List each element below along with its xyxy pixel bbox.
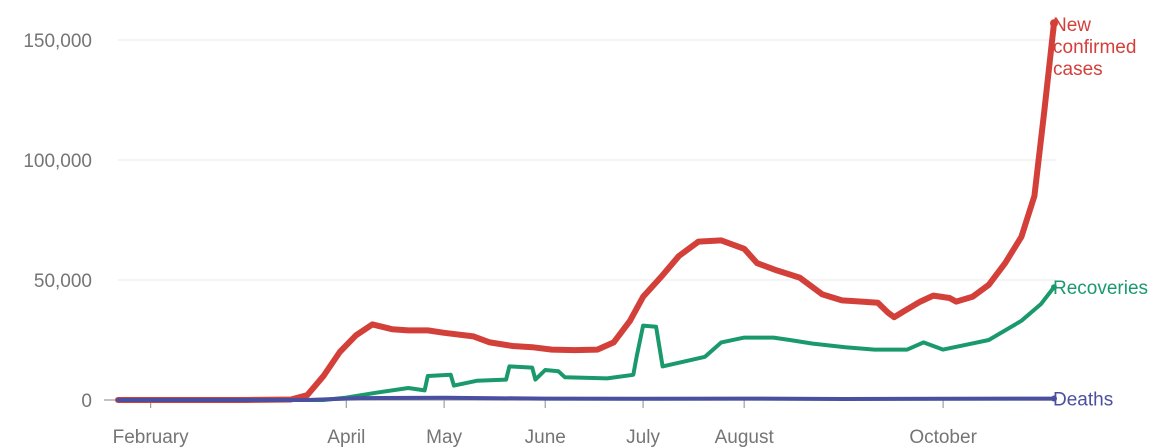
x-tick-label: August <box>715 427 775 448</box>
series-line-deaths <box>116 395 1056 402</box>
x-tick-label: October <box>909 427 977 448</box>
series-labels: New confirmed cases Recoveries Deaths <box>1040 15 1148 411</box>
series-label-line: cases <box>1053 59 1103 80</box>
series-end-point <box>1051 284 1057 291</box>
series-lines <box>115 19 1058 403</box>
series-label-recoveries: Recoveries <box>1053 278 1148 299</box>
x-tick-label: July <box>626 427 660 448</box>
series-label-line: confirmed <box>1053 37 1136 58</box>
y-tick-label: 0 <box>81 391 92 412</box>
series-line-recoveries <box>116 285 1056 402</box>
y-tick-label: 50,000 <box>34 271 92 292</box>
series-end-point <box>1050 19 1058 28</box>
series-label-line: Deaths <box>1053 390 1113 411</box>
x-tick-label: April <box>327 427 365 448</box>
axes: 0 50,000 100,000 150,000 February April May Jun… <box>23 31 977 448</box>
series-label-line: Recoveries <box>1053 278 1148 299</box>
series-label-deaths: Deaths <box>1053 390 1113 411</box>
x-tick-label: February <box>113 427 190 448</box>
x-tick-label: June <box>525 427 566 448</box>
series-label-new-confirmed-cases: New confirmed cases <box>1053 15 1136 80</box>
series-label-line: New <box>1053 15 1091 36</box>
x-tick-label: May <box>426 427 462 448</box>
y-tick-label: 100,000 <box>23 151 92 172</box>
y-tick-label: 150,000 <box>23 31 92 52</box>
series-end-point <box>1051 395 1057 402</box>
series-line-new-confirmed-cases <box>115 20 1057 403</box>
